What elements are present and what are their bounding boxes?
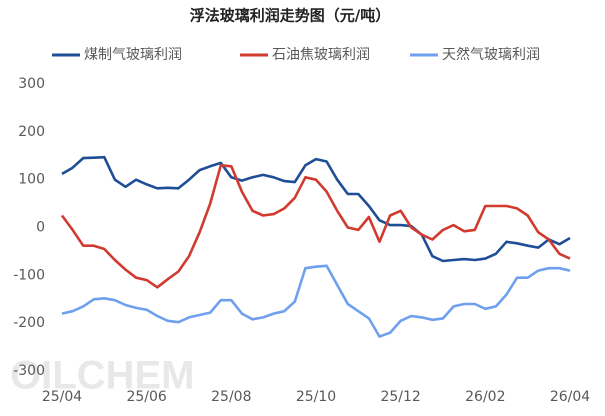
- y-tick-label: 0: [36, 220, 45, 236]
- x-tick-label: 25/04: [42, 389, 82, 405]
- legend-label: 石油焦玻璃利润: [272, 46, 370, 63]
- y-tick-label: -300: [13, 363, 45, 379]
- legend-label: 天然气玻璃利润: [442, 46, 540, 63]
- x-tick-label: 25/12: [380, 389, 420, 405]
- watermark: OILCHEM: [10, 354, 194, 398]
- x-tick-label: 26/02: [465, 389, 505, 405]
- y-tick-label: -100: [13, 267, 45, 283]
- x-tick-label: 25/10: [296, 389, 336, 405]
- y-tick-label: 300: [18, 76, 45, 92]
- x-tick-label: 26/04: [550, 389, 590, 405]
- x-tick-label: 25/06: [126, 389, 166, 405]
- series-line: [60, 164, 571, 289]
- x-tick-label: 25/08: [211, 389, 251, 405]
- y-tick-label: 100: [18, 172, 45, 188]
- series-line: [61, 264, 571, 338]
- y-tick-label: 200: [18, 124, 45, 140]
- chart-title: 浮法玻璃利润走势图（元/吨）: [190, 7, 390, 25]
- legend-label: 煤制气玻璃利润: [84, 46, 182, 63]
- series-line: [61, 155, 571, 263]
- y-tick-label: -200: [13, 315, 45, 331]
